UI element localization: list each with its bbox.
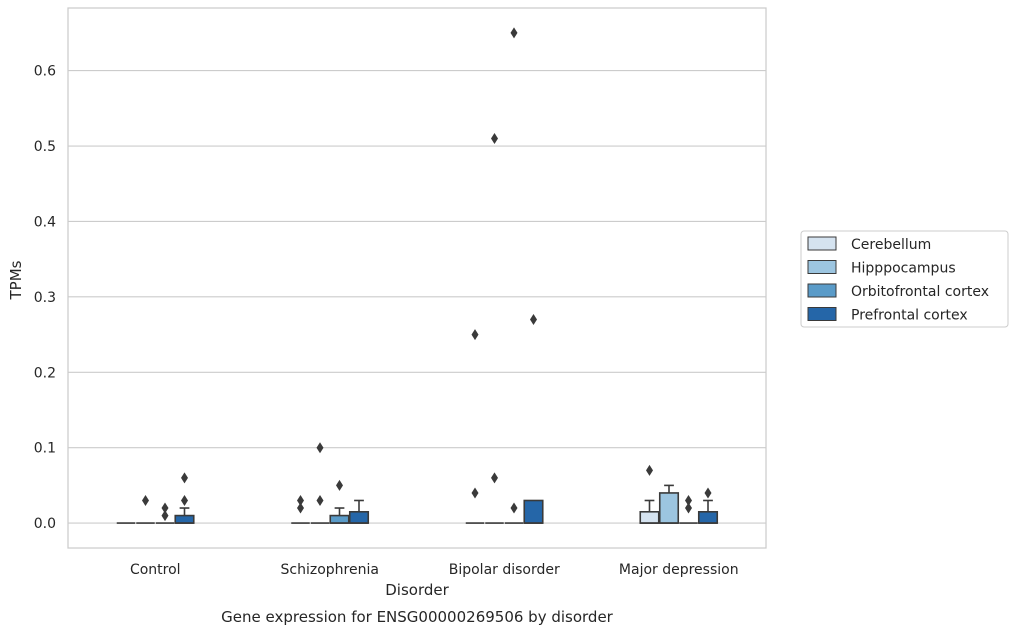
outlier-point xyxy=(181,472,188,484)
outlier-point xyxy=(316,442,324,454)
outlier-point xyxy=(491,472,498,484)
legend-label: Orbitofrontal cortex xyxy=(851,284,989,300)
box-body xyxy=(658,492,680,524)
box-2-1 xyxy=(329,479,350,524)
y-tick-label: 0.5 xyxy=(34,139,56,155)
box-body xyxy=(348,510,370,524)
outlier-point xyxy=(316,494,324,506)
outlier-point xyxy=(685,502,692,514)
outlier-point xyxy=(297,502,304,514)
box-2-3 xyxy=(679,494,698,524)
outlier-point xyxy=(530,313,537,325)
legend-swatch xyxy=(807,260,837,274)
box-plots xyxy=(116,27,719,524)
y-tick-label: 0.4 xyxy=(34,214,56,230)
plot-frame xyxy=(67,7,767,549)
x-tick-label: Major depression xyxy=(619,562,739,578)
box-1-0 xyxy=(136,494,155,524)
box-0-1 xyxy=(291,494,310,524)
outlier-point xyxy=(142,494,149,506)
legend-label: Prefrontal cortex xyxy=(851,308,968,324)
box-0-3 xyxy=(639,464,660,524)
gridlines xyxy=(68,70,766,524)
box-body xyxy=(329,514,350,524)
legend-label: Hipppocampus xyxy=(851,261,956,277)
box-body xyxy=(639,510,660,524)
box-1-1 xyxy=(310,442,330,524)
box-body xyxy=(174,514,195,524)
outlier-point xyxy=(161,510,169,522)
outlier-point xyxy=(685,494,692,506)
outlier-point xyxy=(510,27,518,39)
box-1-3 xyxy=(658,484,680,524)
x-tick-label: Control xyxy=(130,562,181,578)
box-3-3 xyxy=(697,487,719,524)
x-axis-label: Disorder xyxy=(385,581,449,599)
y-tick-label: 0.3 xyxy=(34,290,56,306)
y-tick-label: 0.1 xyxy=(34,441,56,457)
outlier-point xyxy=(704,487,712,499)
box-2-0 xyxy=(155,502,175,524)
y-axis-ticks: 0.0 0.1 0.2 0.3 0.4 0.5 0.6 xyxy=(34,64,56,533)
box-body xyxy=(697,510,719,524)
y-tick-label: 0.6 xyxy=(34,64,56,80)
outlier-point xyxy=(471,487,479,499)
y-tick-label: 0.2 xyxy=(34,365,56,381)
outlier-point xyxy=(336,479,343,491)
chart-caption: Gene expression for ENSG00000269506 by d… xyxy=(221,608,614,626)
box-1-2 xyxy=(485,132,504,524)
legend-swatch xyxy=(807,283,837,298)
x-tick-label: Bipolar disorder xyxy=(449,562,560,578)
legend: Cerebellum Hipppocampus Orbitofrontal cort… xyxy=(800,230,1009,328)
outlier-point xyxy=(491,132,498,144)
outlier-point xyxy=(471,329,479,341)
outlier-point xyxy=(181,494,188,506)
outlier-point xyxy=(297,494,304,506)
box-0-2 xyxy=(465,329,485,524)
y-tick-label: 0.0 xyxy=(34,516,56,532)
box-3-1 xyxy=(348,499,370,524)
legend-frame xyxy=(800,230,1009,328)
legend-swatch xyxy=(807,236,837,251)
box-3-0 xyxy=(174,472,195,524)
box-body xyxy=(523,499,544,524)
box-3-2 xyxy=(523,313,544,524)
outlier-point xyxy=(161,502,169,514)
outlier-point xyxy=(646,464,653,476)
legend-label: Cerebellum xyxy=(851,237,931,253)
legend-swatch xyxy=(807,307,837,321)
x-axis-ticks: Control Schizophrenia Bipolar disorder Majo… xyxy=(130,562,739,578)
outlier-point xyxy=(510,502,518,514)
y-axis-label: TPMs xyxy=(7,260,25,300)
x-tick-label: Schizophrenia xyxy=(281,562,379,578)
box-2-2 xyxy=(504,27,524,524)
